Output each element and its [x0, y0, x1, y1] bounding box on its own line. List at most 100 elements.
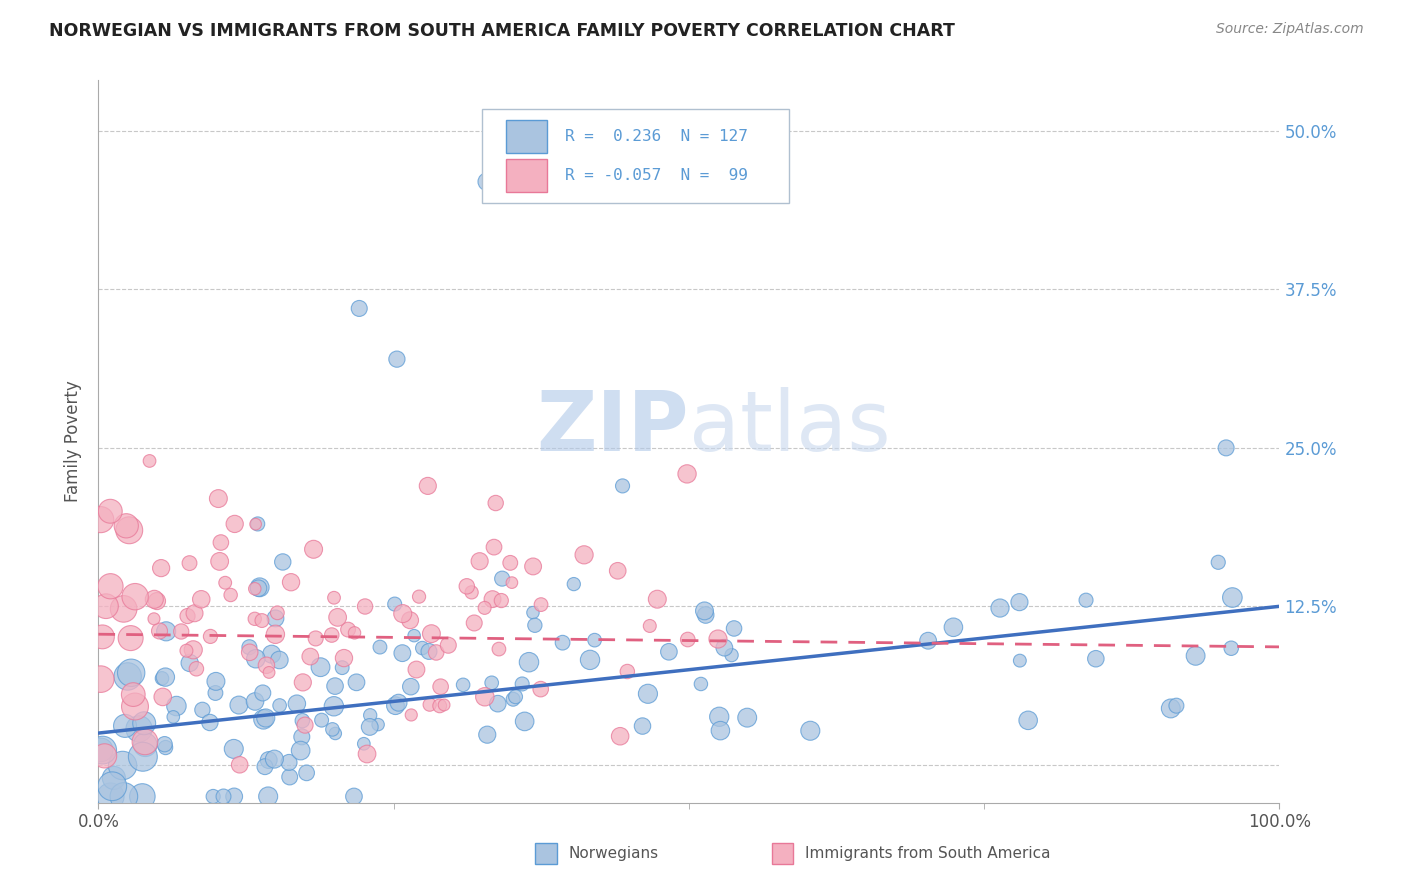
Point [120, 665, 142, 680]
Point [1017, 714, 1039, 728]
Point [120, 631, 142, 645]
Point [155, 670, 177, 684]
Point [245, 517, 267, 532]
Point [333, 651, 356, 665]
Point [198, 715, 221, 730]
Point [475, 175, 498, 189]
Point [1008, 595, 1031, 609]
Point [349, 301, 371, 316]
Point [291, 714, 314, 728]
Point [359, 708, 381, 723]
Point [228, 698, 250, 712]
Point [367, 717, 389, 731]
Point [368, 640, 391, 654]
Point [988, 601, 1011, 615]
Point [399, 680, 422, 694]
Point [917, 633, 939, 648]
Point [384, 597, 406, 611]
Point [1160, 701, 1182, 715]
Point [474, 690, 496, 704]
Point [148, 624, 170, 638]
Point [1222, 591, 1244, 605]
Point [501, 575, 523, 590]
Point [150, 561, 173, 575]
Point [263, 752, 285, 766]
Point [124, 699, 146, 714]
Point [222, 742, 245, 756]
Point [278, 756, 301, 770]
Point [224, 789, 246, 804]
Point [183, 607, 205, 621]
Point [456, 579, 478, 593]
Point [245, 651, 267, 665]
Point [170, 624, 193, 639]
Point [291, 730, 314, 744]
Point [214, 575, 236, 590]
Point [404, 629, 426, 643]
Point [250, 614, 273, 628]
Point [713, 640, 735, 655]
Point [658, 645, 681, 659]
Point [609, 729, 631, 743]
Point [165, 699, 187, 714]
Point [583, 633, 606, 648]
Point [419, 698, 441, 712]
Point [408, 590, 430, 604]
Point [460, 585, 482, 599]
Point [264, 611, 287, 625]
Point [249, 580, 271, 594]
Point [416, 479, 439, 493]
Point [330, 660, 353, 674]
Point [254, 711, 277, 725]
Point [190, 592, 212, 607]
Point [204, 686, 226, 700]
Point [433, 698, 456, 712]
Point [491, 572, 513, 586]
Point [1084, 651, 1107, 665]
Point [155, 740, 177, 755]
Point [132, 749, 155, 764]
Point [143, 592, 166, 607]
Point [209, 535, 232, 549]
Point [162, 710, 184, 724]
Point [243, 582, 266, 596]
Point [138, 454, 160, 468]
Point [384, 698, 406, 713]
Point [321, 628, 343, 642]
Point [474, 600, 496, 615]
Point [353, 737, 375, 751]
Point [98, 504, 121, 518]
Point [94, 599, 117, 614]
Point [254, 658, 277, 673]
Point [322, 699, 344, 714]
Point [134, 738, 156, 752]
Point [90, 513, 112, 527]
Point [111, 758, 134, 772]
Point [115, 518, 138, 533]
Point [118, 523, 141, 537]
Point [676, 632, 699, 647]
Point [523, 618, 546, 632]
Point [391, 646, 413, 660]
Point [411, 641, 433, 656]
Point [1220, 641, 1243, 656]
Point [481, 592, 503, 607]
Point [799, 723, 821, 738]
Point [491, 593, 513, 607]
Point [579, 653, 602, 667]
Text: Source: ZipAtlas.com: Source: ZipAtlas.com [1216, 22, 1364, 37]
Point [522, 606, 544, 620]
Point [429, 680, 451, 694]
Point [530, 682, 553, 697]
Text: NORWEGIAN VS IMMIGRANTS FROM SOUTH AMERICA FAMILY POVERTY CORRELATION CHART: NORWEGIAN VS IMMIGRANTS FROM SOUTH AMERI… [49, 22, 955, 40]
Point [638, 619, 661, 633]
Text: Norwegians: Norwegians [568, 846, 658, 861]
Point [709, 723, 731, 738]
Point [114, 719, 136, 733]
Point [391, 607, 413, 621]
Point [103, 771, 125, 785]
Point [247, 581, 270, 595]
Bar [506, 120, 547, 153]
Y-axis label: Family Poverty: Family Poverty [65, 381, 83, 502]
Point [942, 620, 965, 634]
